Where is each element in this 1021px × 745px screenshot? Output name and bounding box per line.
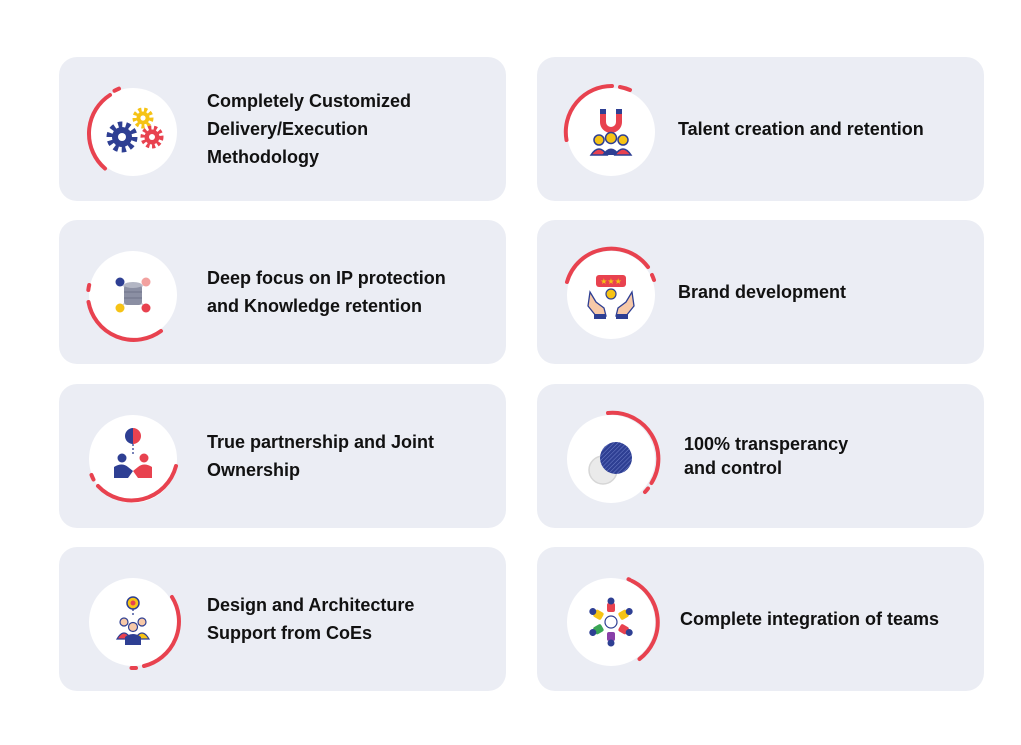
hands-rating-icon: ★★★: [565, 246, 656, 340]
feature-card-customized-delivery: Completely Customized Delivery/Execution…: [59, 57, 506, 201]
feature-title: Complete integration of teams: [680, 609, 940, 629]
feature-title: 100% transperancy and control: [684, 434, 849, 478]
feature-card-brand-development: ★★★ Brand development: [537, 220, 984, 364]
database-network-icon: [86, 250, 178, 342]
feature-card-transparency: 100% transperancy and control: [537, 384, 984, 528]
feature-card-true-partnership: True partnership and Joint Ownership: [59, 384, 506, 528]
svg-text:★★★: ★★★: [600, 277, 622, 286]
feature-card-ip-protection: Deep focus on IP protection and Knowledg…: [59, 220, 506, 364]
transparency-circles-icon: [566, 410, 661, 504]
feature-title: Talent creation and retention: [678, 119, 924, 139]
feature-title: Completely Customized Delivery/Execution…: [207, 91, 412, 167]
feature-card-design-architecture: Design and Architecture Support from CoE…: [59, 547, 506, 691]
team-integration-icon: [566, 577, 660, 667]
feature-title: True partnership and Joint Ownership: [207, 432, 435, 480]
gears-icon: [87, 86, 178, 177]
team-idea-icon: [88, 577, 181, 671]
handshake-icon: [88, 414, 178, 504]
feature-card-team-integration: Complete integration of teams: [537, 547, 984, 691]
feature-card-talent-creation: Talent creation and retention: [537, 57, 984, 201]
feature-title: Deep focus on IP protection and Knowledg…: [207, 268, 446, 316]
feature-title: Design and Architecture Support from CoE…: [207, 595, 415, 643]
magnet-team-icon: [563, 83, 656, 177]
feature-title: Brand development: [678, 282, 847, 302]
